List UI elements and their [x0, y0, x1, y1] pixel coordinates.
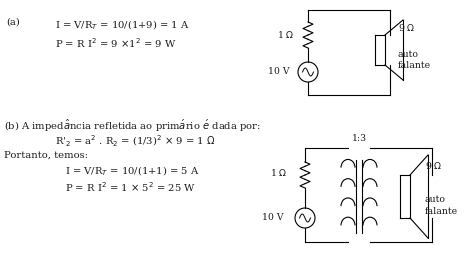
Text: I = V/R$_T$ = 10/(1+9) = 1 A: I = V/R$_T$ = 10/(1+9) = 1 A: [55, 18, 190, 31]
Text: I = V/R$_T$ = 10/(1+1) = 5 A: I = V/R$_T$ = 10/(1+1) = 5 A: [65, 164, 200, 178]
Text: P = R I$^2$ = 1 $\times$ 5$^2$ = 25 W: P = R I$^2$ = 1 $\times$ 5$^2$ = 25 W: [65, 180, 196, 194]
Text: auto: auto: [398, 50, 419, 59]
Text: auto: auto: [425, 195, 446, 204]
Text: falante: falante: [425, 207, 458, 216]
Text: 1:3: 1:3: [352, 134, 366, 143]
Text: 9 $\Omega$: 9 $\Omega$: [398, 22, 415, 33]
Text: 9 $\Omega$: 9 $\Omega$: [425, 160, 442, 171]
Text: 1 $\Omega$: 1 $\Omega$: [277, 29, 294, 40]
Text: (b) A imped$\hat{a}$ncia refletida ao prim$\acute{a}$rio $\acute{e}$ dada por:: (b) A imped$\hat{a}$ncia refletida ao pr…: [4, 118, 261, 134]
Text: 10 V: 10 V: [268, 68, 290, 77]
Text: falante: falante: [398, 61, 431, 70]
Text: R'$_2$ = a$^2$ . R$_2$ = (1/3)$^2$ $\times$ 9 = 1 $\Omega$: R'$_2$ = a$^2$ . R$_2$ = (1/3)$^2$ $\tim…: [55, 134, 216, 150]
Text: Portanto, temos:: Portanto, temos:: [4, 151, 88, 160]
Text: P = R I$^2$ = 9 $\times$1$^2$ = 9 W: P = R I$^2$ = 9 $\times$1$^2$ = 9 W: [55, 36, 176, 50]
Text: (a): (a): [6, 18, 20, 27]
Text: 1 $\Omega$: 1 $\Omega$: [270, 166, 287, 177]
Text: 10 V: 10 V: [263, 214, 284, 222]
